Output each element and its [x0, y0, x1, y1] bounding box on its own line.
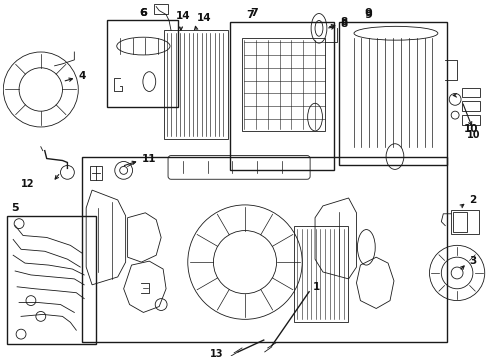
Bar: [7, 216, 96, 344]
Text: 3: 3: [469, 256, 476, 266]
Text: 7: 7: [246, 9, 254, 19]
Text: 2: 2: [469, 195, 476, 205]
Text: 10: 10: [467, 130, 481, 140]
Bar: [462, 101, 480, 111]
Bar: [82, 157, 447, 342]
Bar: [242, 38, 325, 131]
Bar: [451, 210, 479, 234]
Text: 8: 8: [341, 17, 348, 27]
Text: 9: 9: [365, 9, 372, 19]
Text: 8: 8: [341, 19, 348, 30]
Bar: [90, 166, 102, 180]
Text: 1: 1: [313, 282, 320, 292]
Text: 4: 4: [78, 71, 86, 81]
Text: 10: 10: [464, 124, 479, 134]
Text: 6: 6: [140, 8, 147, 18]
Text: 12: 12: [22, 179, 35, 189]
Bar: [294, 226, 347, 322]
Text: 5: 5: [11, 203, 19, 213]
Bar: [453, 212, 467, 231]
Text: 14: 14: [176, 12, 191, 22]
Bar: [462, 87, 480, 97]
Text: 14: 14: [196, 13, 211, 23]
Text: 7: 7: [250, 8, 258, 18]
Text: 9: 9: [365, 8, 372, 18]
Text: 11: 11: [142, 153, 156, 163]
Bar: [339, 22, 447, 166]
Bar: [230, 22, 334, 170]
Bar: [154, 4, 168, 14]
Text: 13: 13: [210, 349, 223, 359]
Bar: [107, 21, 178, 107]
Bar: [462, 115, 480, 125]
Bar: [164, 30, 228, 139]
Text: 6: 6: [140, 8, 147, 18]
